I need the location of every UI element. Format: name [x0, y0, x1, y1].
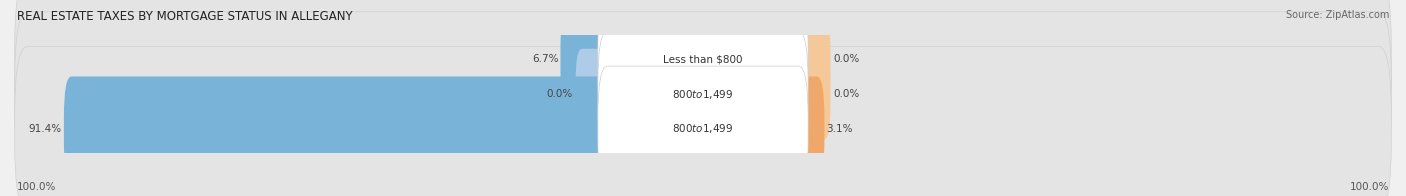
Text: $800 to $1,499: $800 to $1,499 [672, 122, 734, 135]
FancyBboxPatch shape [14, 46, 1392, 196]
FancyBboxPatch shape [14, 12, 1392, 176]
Text: Source: ZipAtlas.com: Source: ZipAtlas.com [1285, 10, 1389, 20]
Text: 0.0%: 0.0% [834, 54, 860, 64]
FancyBboxPatch shape [14, 0, 1392, 142]
Text: REAL ESTATE TAXES BY MORTGAGE STATUS IN ALLEGANY: REAL ESTATE TAXES BY MORTGAGE STATUS IN … [17, 10, 353, 23]
Text: 0.0%: 0.0% [546, 89, 572, 99]
Text: 100.0%: 100.0% [1350, 182, 1389, 192]
Text: Less than $800: Less than $800 [664, 54, 742, 64]
FancyBboxPatch shape [598, 66, 808, 191]
Text: 100.0%: 100.0% [17, 182, 56, 192]
Text: 0.0%: 0.0% [834, 89, 860, 99]
FancyBboxPatch shape [792, 14, 831, 105]
FancyBboxPatch shape [561, 7, 614, 112]
Text: 3.1%: 3.1% [827, 124, 853, 134]
Text: $800 to $1,499: $800 to $1,499 [672, 88, 734, 101]
FancyBboxPatch shape [792, 49, 831, 139]
FancyBboxPatch shape [598, 32, 808, 157]
Text: 6.7%: 6.7% [531, 54, 558, 64]
FancyBboxPatch shape [575, 49, 614, 139]
Text: 91.4%: 91.4% [30, 124, 62, 134]
FancyBboxPatch shape [598, 0, 808, 122]
FancyBboxPatch shape [63, 76, 614, 181]
FancyBboxPatch shape [792, 76, 824, 181]
